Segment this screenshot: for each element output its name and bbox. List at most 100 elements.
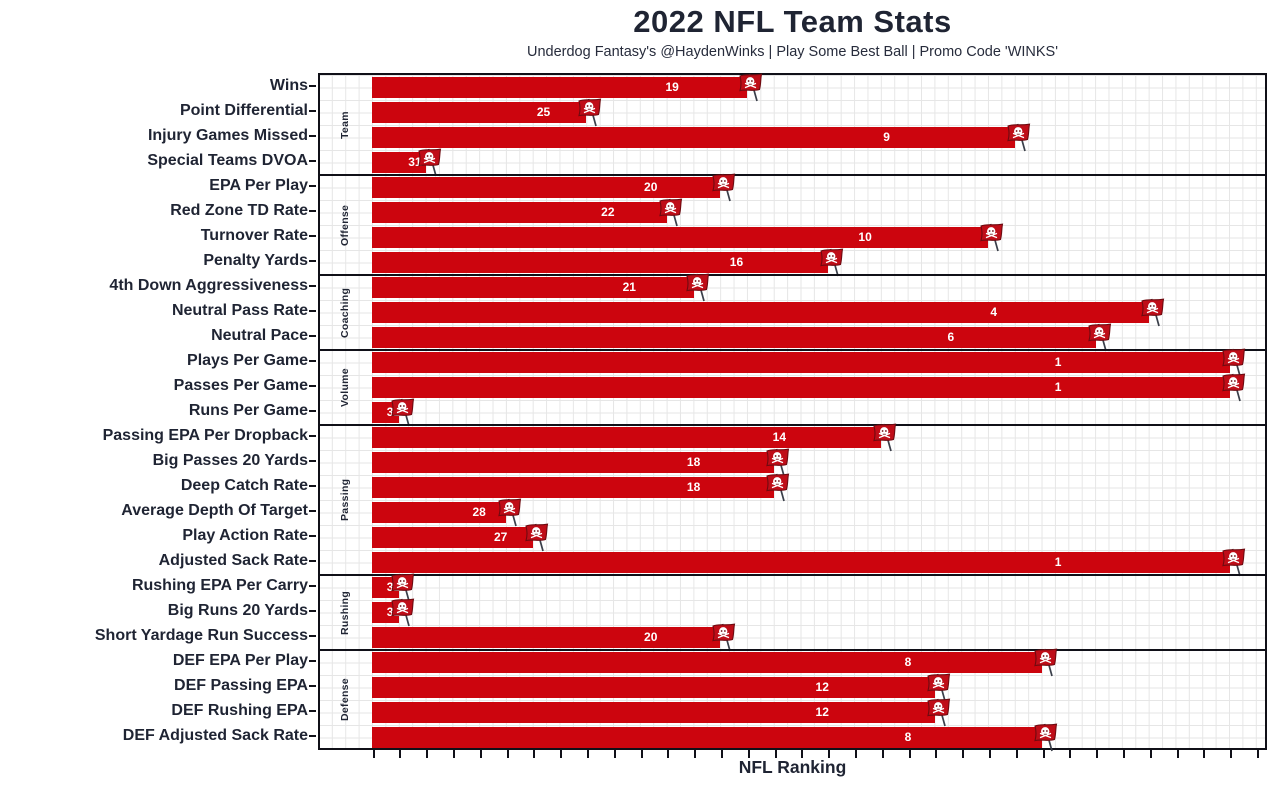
rank-bar (372, 152, 426, 173)
buccaneers-flag-icon (737, 72, 765, 102)
row-label: Point Differential (179, 102, 308, 119)
x-tick (1069, 750, 1072, 758)
rank-bar (372, 677, 935, 698)
rank-bar (372, 252, 828, 273)
x-tick (774, 750, 777, 758)
rank-bar (372, 177, 721, 198)
rank-value: 12 (815, 705, 829, 719)
rank-value: 18 (686, 480, 701, 494)
group-separator (320, 349, 1265, 351)
y-tick (309, 684, 316, 687)
row-label: EPA Per Play (209, 177, 308, 194)
row-label: Neutral Pace (211, 327, 308, 344)
y-tick (309, 634, 316, 637)
buccaneers-flag-icon (1032, 647, 1060, 677)
rank-value: 1 (1054, 355, 1062, 369)
rank-bar (372, 402, 399, 423)
y-tick (309, 584, 316, 587)
rank-bar (372, 427, 882, 448)
row-label: Adjusted Sack Rate (158, 552, 308, 569)
buccaneers-flag-icon (1220, 347, 1248, 377)
x-tick (988, 750, 991, 758)
x-tick (881, 750, 884, 758)
buccaneers-flag-icon (1086, 322, 1114, 352)
rank-bar (372, 527, 533, 548)
row-label: 4th Down Aggressiveness (109, 277, 308, 294)
x-tick (1230, 750, 1233, 758)
x-tick (586, 750, 589, 758)
group-separator (320, 174, 1265, 176)
x-tick (1042, 750, 1045, 758)
rank-value: 8 (904, 655, 912, 669)
rank-bar (372, 227, 989, 248)
chart-title: 2022 NFL Team Stats (633, 4, 952, 39)
x-tick (694, 750, 697, 758)
rank-bar (372, 127, 1016, 148)
y-tick (309, 459, 316, 462)
rank-value: 20 (644, 630, 658, 644)
x-tick (640, 750, 643, 758)
row-label: Passing EPA Per Dropback (102, 427, 308, 444)
x-tick (533, 750, 536, 758)
rank-value: 9 (883, 130, 890, 144)
row-label: Penalty Yards (203, 252, 308, 269)
y-tick (309, 184, 316, 187)
row-label: Deep Catch Rate (180, 477, 308, 494)
buccaneers-flag-icon (576, 97, 604, 127)
row-label: Neutral Pass Rate (171, 302, 308, 319)
buccaneers-flag-icon (871, 422, 899, 452)
row-label: DEF Passing EPA (174, 677, 308, 694)
group-label-rushing: Rushing (339, 590, 351, 635)
x-tick (452, 750, 455, 758)
buccaneers-flag-icon (925, 672, 953, 702)
rank-value: 16 (729, 255, 744, 269)
x-tick (506, 750, 509, 758)
buccaneers-flag-icon (389, 397, 417, 427)
y-tick (309, 359, 316, 362)
rank-value: 20 (644, 180, 658, 194)
rank-value: 10 (858, 230, 872, 244)
row-label: Average Depth Of Target (121, 502, 308, 519)
y-tick (309, 284, 316, 287)
rank-value: 12 (815, 680, 829, 694)
y-tick (309, 259, 316, 262)
row-label: Play Action Rate (182, 527, 308, 544)
row-label: Plays Per Game (187, 352, 308, 369)
buccaneers-flag-icon (389, 572, 417, 602)
rank-bar (372, 277, 694, 298)
buccaneers-flag-icon (389, 597, 417, 627)
buccaneers-flag-icon (1220, 372, 1248, 402)
rank-bar (372, 327, 1096, 348)
x-tick (1176, 750, 1179, 758)
x-tick (1015, 750, 1018, 758)
group-label-passing: Passing (339, 478, 351, 522)
y-tick (309, 159, 316, 162)
row-label: Turnover Rate (200, 227, 308, 244)
group-separator (320, 574, 1265, 576)
buccaneers-flag-icon (416, 147, 444, 177)
y-tick (309, 509, 316, 512)
x-tick (801, 750, 804, 758)
buccaneers-flag-icon (1220, 547, 1248, 577)
y-tick (309, 609, 316, 612)
rank-value: 22 (601, 205, 615, 219)
buccaneers-flag-icon (523, 522, 551, 552)
x-tick (1149, 750, 1152, 758)
row-label: DEF Adjusted Sack Rate (122, 727, 308, 744)
group-label-defense: Defense (339, 678, 351, 722)
rank-value: 19 (665, 80, 679, 94)
row-label: Runs Per Game (188, 402, 308, 419)
y-tick (309, 384, 316, 387)
plot-area: 19 25 9 31 Team 20 (318, 72, 1267, 752)
x-tick (399, 750, 402, 758)
buccaneers-flag-icon (978, 222, 1006, 252)
group-separator (320, 274, 1265, 276)
rank-value: 27 (493, 530, 508, 544)
row-label: Big Passes 20 Yards (152, 452, 308, 469)
y-tick (309, 334, 316, 337)
y-tick (309, 559, 316, 562)
y-tick (309, 709, 316, 712)
row-label: Wins (269, 77, 308, 94)
rank-bar (372, 627, 721, 648)
x-tick (479, 750, 482, 758)
